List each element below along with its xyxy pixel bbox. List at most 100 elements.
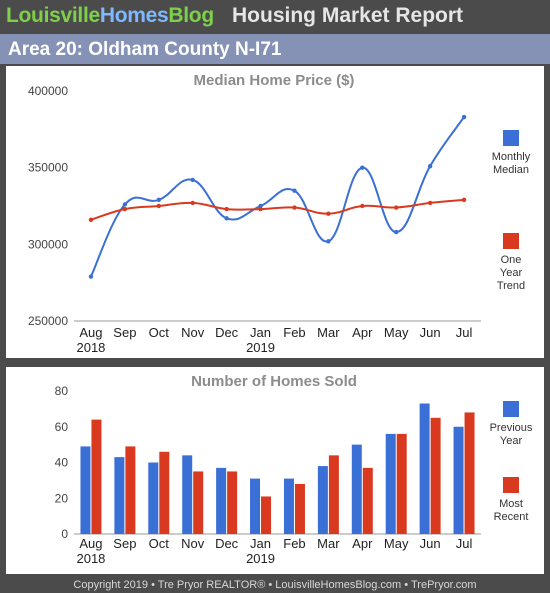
data-point <box>360 203 365 209</box>
x-tick-label: Sep <box>113 325 136 340</box>
bar <box>430 417 441 534</box>
legend-label: One Year Trend <box>497 254 525 292</box>
bar <box>294 483 305 534</box>
data-point <box>122 202 128 207</box>
data-point <box>224 206 229 212</box>
legend-swatch <box>503 130 519 146</box>
y-tick-label: 250000 <box>28 314 68 328</box>
y-tick-label: 0 <box>61 527 68 541</box>
legend-swatch <box>503 233 519 249</box>
footer-copyright: Copyright 2019 • Tre Pryor REALTOR® • Lo… <box>73 579 477 591</box>
x-tick-label: Aug <box>79 536 102 551</box>
x-tick-label: Jul <box>456 325 473 340</box>
legend-label-line: Year <box>500 267 523 279</box>
legend-label-line: Monthly <box>492 151 531 163</box>
bar <box>261 496 272 534</box>
header-bar: LouisvilleHomesBlog Housing Market Repor… <box>0 0 550 34</box>
data-point <box>88 274 94 279</box>
bar <box>193 471 204 534</box>
data-point <box>394 205 399 210</box>
bar <box>328 455 339 534</box>
legend-label-line: One <box>501 254 522 266</box>
data-point <box>190 200 195 206</box>
x-tick-label: Aug <box>79 325 102 340</box>
y-tick-label: 350000 <box>28 161 68 175</box>
legend-label: Monthly Median <box>492 151 531 176</box>
data-point <box>360 165 365 170</box>
brand-logo: LouisvilleHomesBlog <box>6 4 214 28</box>
bar <box>114 457 125 534</box>
homes-sold-chart-panel: Number of Homes Sold 0 20 40 60 80 Aug 2018 Sep O… <box>6 367 544 574</box>
data-point <box>292 188 297 193</box>
bar <box>216 467 227 534</box>
legend-label-line: Previous <box>490 422 533 434</box>
bar <box>385 433 396 534</box>
data-point <box>122 206 128 212</box>
legend-label-line: Trend <box>497 280 525 292</box>
bar <box>182 455 193 534</box>
data-point <box>461 197 467 203</box>
x-tick-label: Apr <box>352 325 373 340</box>
x-tick-label: Nov <box>181 325 205 340</box>
data-point <box>326 239 331 244</box>
x-year-label: 2019 <box>246 340 275 355</box>
median-price-chart: Median Home Price ($) 250000 300000 350000 4… <box>28 72 531 355</box>
y-tick-label: 400000 <box>28 84 68 98</box>
legend-swatch <box>503 401 519 417</box>
y-tick-label: 300000 <box>28 237 68 251</box>
x-tick-label: Jun <box>420 325 441 340</box>
x-tick-label: Dec <box>215 325 239 340</box>
x-tick-label: Jan <box>250 536 271 551</box>
area-title: Area 20: Oldham County N-I71 <box>8 39 282 60</box>
bar <box>351 444 362 534</box>
bar <box>250 478 261 534</box>
bar <box>283 478 294 534</box>
bar <box>148 462 159 534</box>
median-price-chart-panel: Median Home Price ($) 250000 300000 350000 4… <box>6 66 544 358</box>
data-point <box>427 163 433 169</box>
x-tick-label: Apr <box>352 536 373 551</box>
x-tick-label: Jul <box>456 536 473 551</box>
legend-swatch <box>503 477 519 493</box>
x-tick-label: May <box>384 536 409 551</box>
x-year-label: 2019 <box>246 551 275 566</box>
bar <box>453 426 464 534</box>
x-tick-label: Nov <box>181 536 205 551</box>
x-tick-label: Mar <box>317 536 340 551</box>
x-year-label: 2018 <box>76 340 105 355</box>
data-point <box>258 203 263 209</box>
data-point <box>292 205 297 210</box>
chart-title: Median Home Price ($) <box>194 72 355 89</box>
x-tick-label: Oct <box>149 325 170 340</box>
y-tick-label: 60 <box>55 420 69 434</box>
bar <box>159 451 170 534</box>
data-point <box>461 114 467 120</box>
legend-label: Previous Year <box>490 422 533 447</box>
x-year-label: 2018 <box>76 551 105 566</box>
bar <box>396 433 407 534</box>
bar <box>227 471 238 534</box>
data-point <box>156 203 161 209</box>
y-tick-label: 80 <box>55 384 69 398</box>
data-point <box>394 229 399 235</box>
brand-part-louisville: Louisville <box>6 4 100 27</box>
series-line <box>90 198 465 221</box>
legend-label-line: Median <box>493 164 529 176</box>
series-line <box>90 116 465 277</box>
data-point <box>88 217 94 222</box>
legend-label: Most Recent <box>494 498 529 523</box>
chart-title: Number of Homes Sold <box>191 373 357 390</box>
legend-label-line: Most <box>499 498 523 510</box>
bar <box>419 403 430 534</box>
x-tick-label: Feb <box>283 536 305 551</box>
bar <box>464 412 475 534</box>
data-point <box>326 211 331 216</box>
x-tick-label: Sep <box>113 536 136 551</box>
data-point <box>427 200 433 206</box>
x-tick-label: Jun <box>420 536 441 551</box>
legend-label-line: Year <box>500 435 523 447</box>
x-tick-label: Feb <box>283 325 305 340</box>
legend-label-line: Recent <box>494 511 529 523</box>
x-tick-label: Oct <box>149 536 170 551</box>
